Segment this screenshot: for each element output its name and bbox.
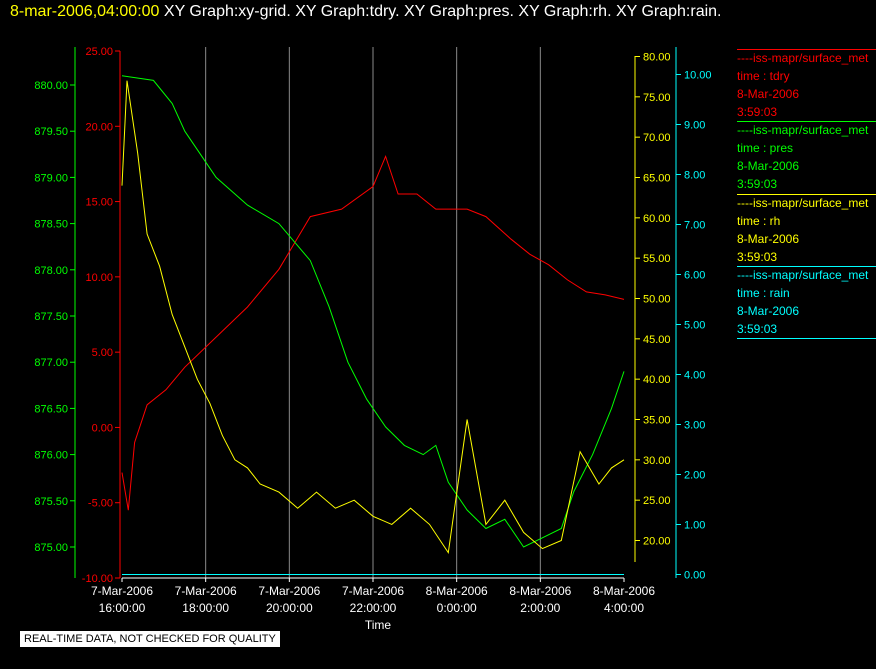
legend-date: 8-Mar-2006 — [737, 87, 800, 101]
tdry-tick-label: -5.00 — [88, 498, 113, 510]
legend-separator — [737, 49, 876, 50]
rh-tick-label: 50.00 — [643, 294, 671, 306]
title-graph-list: XY Graph:xy-grid. XY Graph:tdry. XY Grap… — [163, 3, 722, 20]
tdry-tick-label: 20.00 — [85, 121, 113, 133]
legend-label: time : tdry — [737, 69, 790, 83]
legend-end-separator — [737, 338, 876, 339]
legend-date: 8-Mar-2006 — [737, 159, 800, 173]
rh-tick-label: 45.00 — [643, 334, 671, 346]
x-tick-label-date: 7-Mar-2006 — [91, 584, 153, 598]
x-axis-label: Time — [365, 618, 392, 632]
x-tick-label-date: 8-Mar-2006 — [509, 584, 571, 598]
x-tick-label-time: 4:00:00 — [604, 601, 644, 615]
rain-tick-label: 4.00 — [684, 370, 705, 382]
title-timestamp: 8-mar-2006,04:00:00 — [10, 3, 160, 20]
legend-source: ----iss-mapr/surface_met — [737, 51, 869, 65]
pres-tick-label: 877.00 — [34, 357, 68, 369]
rain-tick-label: 6.00 — [684, 270, 705, 282]
legend-separator — [737, 121, 876, 122]
rain-tick-label: 10.00 — [684, 70, 712, 82]
pres-tick-label: 876.00 — [34, 450, 68, 462]
pres-tick-label: 875.00 — [34, 542, 68, 554]
x-tick-label-time: 0:00:00 — [437, 601, 477, 615]
rh-tick-label: 80.00 — [643, 52, 671, 64]
legend-date: 8-Mar-2006 — [737, 304, 800, 318]
pres-tick-label: 879.50 — [34, 126, 68, 138]
rh-tick-label: 60.00 — [643, 213, 671, 225]
x-tick-label-time: 20:00:00 — [266, 601, 313, 615]
rh-tick-label: 20.00 — [643, 536, 671, 548]
pres-tick-label: 879.00 — [34, 172, 68, 184]
pres-series-line — [121, 75, 625, 548]
tdry-tick-label: 0.00 — [92, 422, 113, 434]
rain-tick-label: 0.00 — [684, 570, 705, 582]
rh-tick-label: 40.00 — [643, 374, 671, 386]
legend-label: time : rh — [737, 214, 781, 228]
x-tick-label-date: 7-Mar-2006 — [175, 584, 237, 598]
legend-source: ----iss-mapr/surface_met — [737, 268, 869, 282]
rain-tick-label: 9.00 — [684, 120, 705, 132]
x-tick-label-time: 2:00:00 — [520, 601, 560, 615]
rain-tick-label: 3.00 — [684, 420, 705, 432]
rh-tick-label: 25.00 — [643, 495, 671, 507]
tdry-tick-label: 25.00 — [85, 46, 113, 58]
tdry-series-line — [121, 154, 625, 511]
pres-tick-label: 878.50 — [34, 219, 68, 231]
rain-tick-label: 8.00 — [684, 170, 705, 182]
x-tick-label-date: 8-Mar-2006 — [426, 584, 488, 598]
rh-tick-label: 75.00 — [643, 92, 671, 104]
x-tick-label-time: 18:00:00 — [182, 601, 229, 615]
legend-source: ----iss-mapr/surface_met — [737, 196, 869, 210]
pres-tick-label: 880.00 — [34, 80, 68, 92]
rain-tick-label: 2.00 — [684, 470, 705, 482]
x-tick-label-date: 8-Mar-2006 — [593, 584, 655, 598]
x-tick-label-time: 22:00:00 — [350, 601, 397, 615]
page-title: 8-mar-2006,04:00:00 XY Graph:xy-grid. XY… — [10, 3, 722, 21]
x-tick-label-time: 16:00:00 — [99, 601, 146, 615]
tdry-tick-label: 5.00 — [92, 347, 113, 359]
rain-tick-label: 7.00 — [684, 220, 705, 232]
legend-time: 3:59:03 — [737, 322, 778, 336]
legend-label: time : pres — [737, 141, 794, 155]
tdry-tick-label: -10.00 — [82, 573, 113, 585]
rh-tick-label: 65.00 — [643, 173, 671, 185]
x-tick-label-date: 7-Mar-2006 — [342, 584, 404, 598]
legend-time: 3:59:03 — [737, 105, 778, 119]
rain-tick-label: 5.00 — [684, 320, 705, 332]
legend-separator — [737, 266, 876, 267]
tdry-tick-label: 15.00 — [85, 197, 113, 209]
legend-time: 3:59:03 — [737, 177, 778, 191]
pres-tick-label: 876.50 — [34, 403, 68, 415]
legend-label: time : rain — [737, 286, 790, 300]
rh-series-line — [121, 80, 625, 554]
legend-time: 3:59:03 — [737, 250, 778, 264]
quality-notice: REAL-TIME DATA, NOT CHECKED FOR QUALITY — [20, 631, 280, 647]
rh-tick-label: 55.00 — [643, 253, 671, 265]
pres-tick-label: 878.00 — [34, 265, 68, 277]
x-tick-label-date: 7-Mar-2006 — [258, 584, 320, 598]
legend-date: 8-Mar-2006 — [737, 232, 800, 246]
pres-tick-label: 875.50 — [34, 496, 68, 508]
tdry-tick-label: 10.00 — [85, 272, 113, 284]
rh-tick-label: 35.00 — [643, 415, 671, 427]
legend-source: ----iss-mapr/surface_met — [737, 123, 869, 137]
pres-tick-label: 877.50 — [34, 311, 68, 323]
rain-tick-label: 1.00 — [684, 520, 705, 532]
rh-tick-label: 30.00 — [643, 455, 671, 467]
legend-separator — [737, 194, 876, 195]
rh-tick-label: 70.00 — [643, 132, 671, 144]
